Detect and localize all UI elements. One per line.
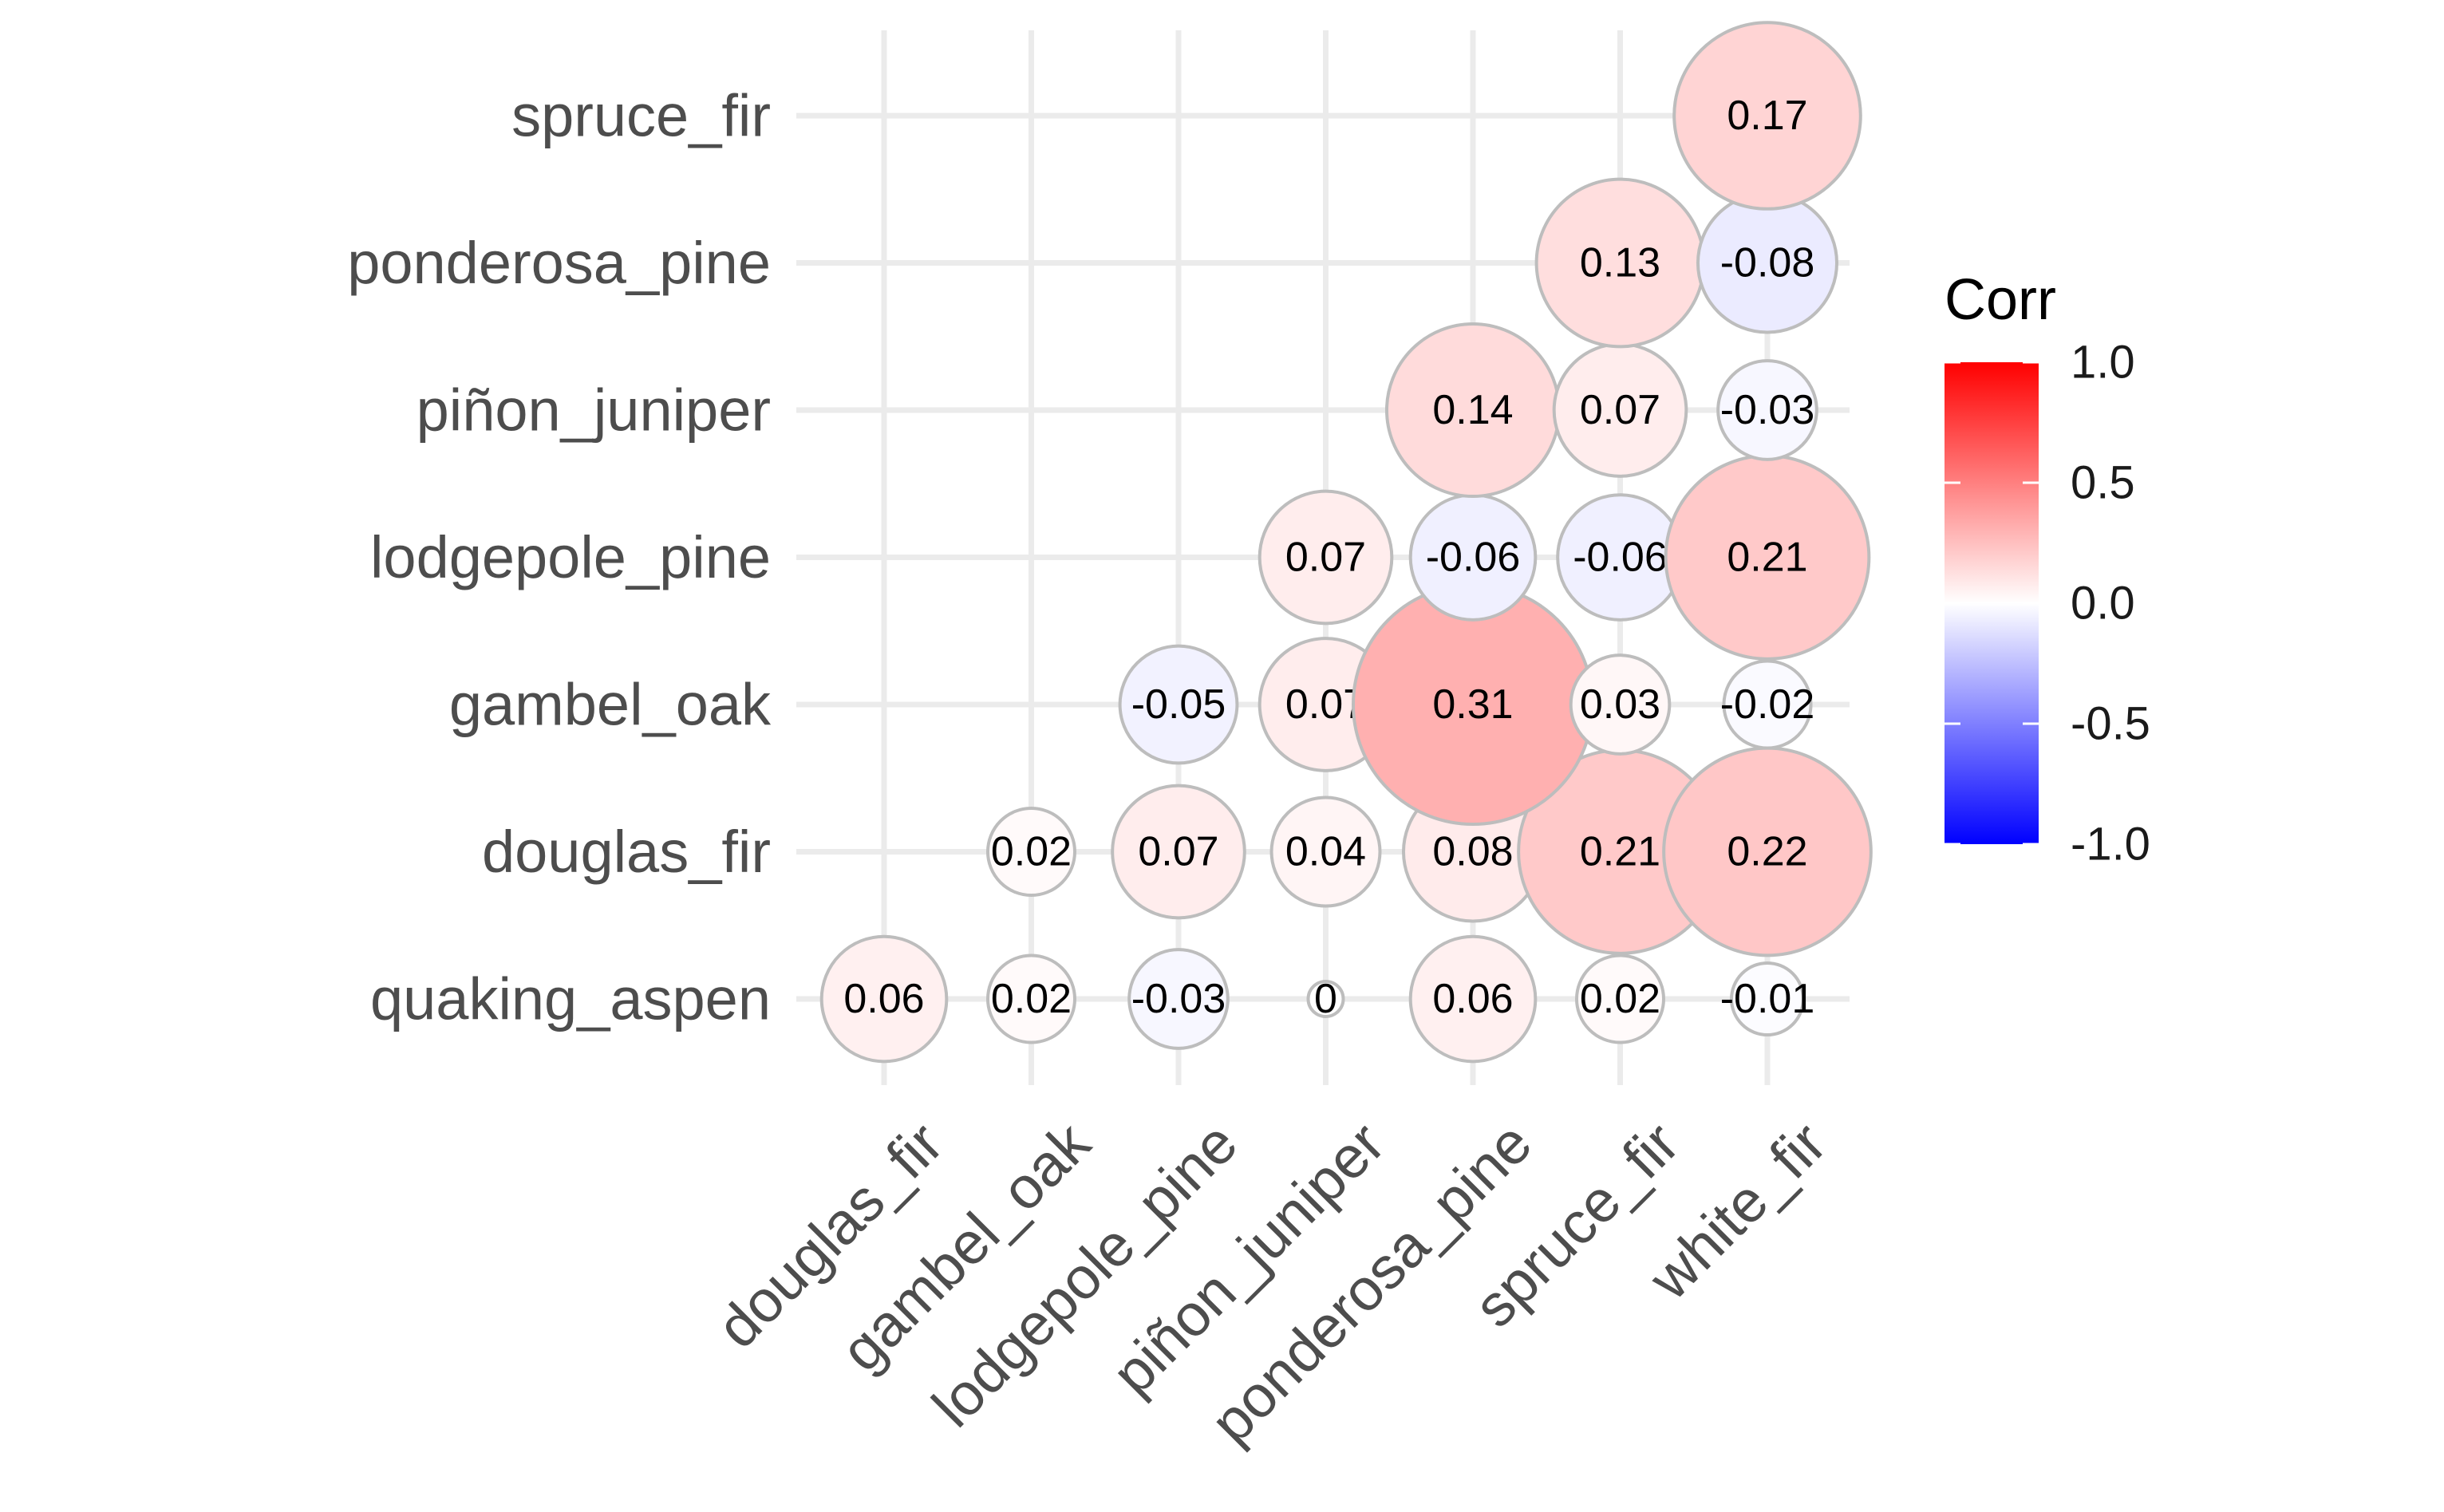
cell-douglas_fir-white_fir: 0.22	[1662, 746, 1873, 957]
corr-circle	[985, 806, 1077, 898]
legend-ticks: 1.0 0.5 0.0 -0.5 -1.0	[1945, 337, 2150, 870]
cell-piñon_juniper-spruce_fir: 0.07	[1552, 342, 1688, 478]
y-tick-label: quaking_aspen	[370, 966, 771, 1032]
legend-tick-label: 0.5	[2071, 457, 2135, 509]
legend: Corr 1.0 0.5 0.0 -0.5 -1.0	[1945, 268, 2150, 870]
corr-value-label: 0.06	[843, 976, 924, 1022]
y-tick-label: ponderosa_pine	[347, 230, 771, 296]
corr-circle	[1306, 980, 1345, 1018]
cell-douglas_fir-piñon_juniper: 0.04	[1269, 795, 1382, 908]
cell-lodgepole_pine-spruce_fir: -0.06	[1556, 493, 1684, 622]
cell-gambel_oak-white_fir: -0.02	[1720, 659, 1815, 750]
corr-value-label: 0	[1314, 976, 1337, 1022]
corr-circle	[819, 934, 949, 1064]
corr-value-label: -0.06	[1426, 535, 1521, 581]
legend-title: Corr	[1945, 268, 2056, 332]
y-tick-label: douglas_fir	[482, 819, 771, 885]
cell-quaking_aspen-ponderosa_pine: 0.06	[1408, 934, 1538, 1064]
corr-value-label: 0.08	[1432, 829, 1513, 875]
corr-circle	[1574, 953, 1666, 1044]
corr-value-label: 0.02	[991, 976, 1072, 1022]
corr-value-label: 0.21	[1580, 829, 1660, 875]
cell-quaking_aspen-spruce_fir: 0.02	[1574, 953, 1666, 1044]
corr-circle	[1672, 21, 1862, 211]
cell-ponderosa_pine-white_fir: -0.08	[1696, 191, 1839, 334]
cell-quaking_aspen-lodgepole_pine: -0.03	[1127, 948, 1230, 1050]
corr-value-label: 0.14	[1432, 387, 1513, 433]
y-axis-labels: quaking_aspen douglas_fir gambel_oak lodgep…	[347, 83, 772, 1032]
y-tick-label: gambel_oak	[449, 672, 772, 738]
corr-value-label: 0.02	[1580, 976, 1660, 1022]
corr-value-label: 0.07	[1138, 829, 1218, 875]
corr-value-label: 0.07	[1285, 535, 1366, 581]
cell-lodgepole_pine-white_fir: 0.21	[1664, 454, 1871, 661]
corr-circle	[985, 953, 1077, 1044]
cell-gambel_oak-lodgepole_pine: -0.05	[1118, 644, 1239, 765]
corr-value-label: -0.08	[1720, 240, 1815, 286]
legend-tick-label: -0.5	[2071, 698, 2150, 750]
corr-circle	[1722, 659, 1813, 750]
corr-value-label: -0.01	[1720, 976, 1815, 1022]
cell-piñon_juniper-ponderosa_pine: 0.14	[1384, 322, 1562, 499]
cell-douglas_fir-lodgepole_pine: 0.07	[1111, 784, 1246, 920]
cell-ponderosa_pine-spruce_fir: 0.13	[1534, 177, 1706, 349]
cell-douglas_fir-gambel_oak: 0.02	[985, 806, 1077, 898]
corr-circle	[1111, 784, 1246, 920]
corr-value-label: 0.21	[1727, 535, 1807, 581]
x-axis-labels: douglas_firgambel_oaklodgepole_pinepiñon…	[705, 1109, 1839, 1456]
corr-circle	[1569, 653, 1672, 756]
corr-value-label: -0.03	[1720, 387, 1815, 433]
corr-circle	[1269, 795, 1382, 908]
corr-value-label: 0.13	[1580, 240, 1660, 286]
corr-value-label: 0.07	[1580, 387, 1660, 433]
cell-spruce_fir-white_fir: 0.17	[1672, 21, 1862, 211]
cell-lodgepole_pine-ponderosa_pine: -0.06	[1408, 493, 1538, 622]
corr-value-label: 0.03	[1580, 681, 1660, 728]
y-tick-label: piñon_juniper	[417, 377, 771, 444]
corr-circle	[1127, 948, 1230, 1050]
cell-quaking_aspen-white_fir: -0.01	[1720, 961, 1815, 1036]
cell-lodgepole_pine-piñon_juniper: 0.07	[1258, 489, 1394, 626]
corr-value-label: -0.03	[1131, 976, 1226, 1022]
cell-gambel_oak-spruce_fir: 0.03	[1569, 653, 1672, 756]
corr-value-label: -0.06	[1573, 535, 1668, 581]
corr-value-label: 0.31	[1432, 681, 1513, 728]
corr-circle	[1408, 934, 1538, 1064]
cell-piñon_juniper-white_fir: -0.03	[1716, 359, 1818, 461]
legend-tick-label: 1.0	[2071, 337, 2135, 389]
corr-value-label: -0.05	[1131, 681, 1226, 728]
corr-value-label: 0.02	[991, 829, 1072, 875]
corr-circle	[1730, 961, 1805, 1036]
legend-tick-label: -1.0	[2071, 819, 2150, 870]
corr-value-label: -0.02	[1720, 681, 1815, 728]
corr-circle	[1716, 359, 1818, 461]
y-tick-label: lodgepole_pine	[370, 524, 771, 590]
corr-value-label: 0.06	[1432, 976, 1513, 1022]
corr-circle	[1258, 489, 1394, 626]
cell-quaking_aspen-gambel_oak: 0.02	[985, 953, 1077, 1044]
corr-value-label: 0.17	[1727, 93, 1807, 139]
correlation-cells: 0.06 0.02 -0.03 0 0.06 0.02 -0.01 0.02 0.07 0.04 0…	[819, 21, 1873, 1064]
cell-quaking_aspen-piñon_juniper: 0	[1306, 976, 1345, 1022]
cell-quaking_aspen-douglas_fir: 0.06	[819, 934, 949, 1064]
y-tick-label: spruce_fir	[511, 83, 771, 149]
corr-value-label: 0.04	[1285, 829, 1366, 875]
corr-circle	[1118, 644, 1239, 765]
legend-tick-label: 0.0	[2071, 578, 2135, 630]
corr-value-label: 0.22	[1727, 829, 1807, 875]
